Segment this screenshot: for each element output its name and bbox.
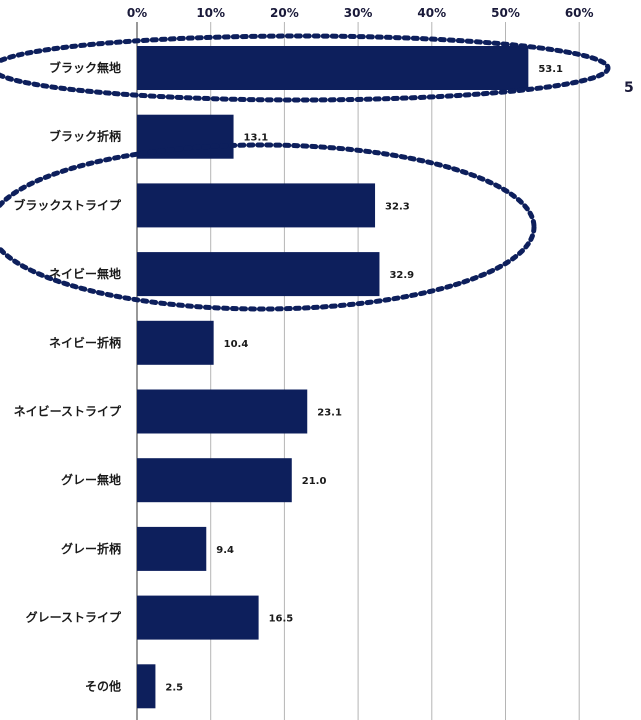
- bar: [137, 46, 529, 90]
- x-tick-label: 50%: [491, 6, 520, 20]
- x-tick-label: 10%: [196, 6, 225, 20]
- edge-fragment-text: 5: [624, 80, 634, 96]
- category-label: ブラック無地: [49, 60, 121, 75]
- value-label: 53.1: [538, 64, 563, 75]
- bar: [137, 389, 308, 434]
- category-label: ネイビー折柄: [49, 335, 121, 350]
- category-label: グレー折柄: [61, 541, 121, 556]
- x-tick-label: 40%: [417, 6, 446, 20]
- value-label: 21.0: [302, 476, 327, 487]
- bar: [137, 526, 207, 571]
- category-label: その他: [85, 678, 121, 693]
- bar: [137, 320, 214, 365]
- category-label: ブラックストライプ: [13, 197, 122, 212]
- value-label: 9.4: [216, 545, 234, 556]
- x-tick-label: 20%: [270, 6, 299, 20]
- bar: [137, 458, 292, 503]
- value-labels: 53.1 13.1 32.3 32.9 10.4 23.1 21.0 9.4 16.5 2.5: [165, 64, 563, 693]
- bars: [137, 46, 529, 709]
- bar: [137, 183, 376, 228]
- x-tick-label: 0%: [127, 6, 147, 20]
- value-label: 10.4: [224, 339, 249, 350]
- value-label: 32.3: [385, 201, 410, 212]
- highlight-ellipses: [0, 33, 611, 312]
- x-tick-label: 30%: [344, 6, 373, 20]
- value-label: 2.5: [165, 682, 183, 693]
- highlight-ellipse-2: [0, 142, 537, 312]
- bar: [137, 664, 156, 709]
- x-axis-ticks: 0%10%20%30%40%50%60%7: [127, 6, 594, 20]
- category-label: ブラック折柄: [49, 129, 121, 144]
- value-label: 23.1: [317, 408, 342, 419]
- category-label: ネイビーストライプ: [14, 404, 122, 419]
- category-label: グレー無地: [61, 472, 121, 487]
- value-label: 32.9: [389, 270, 414, 281]
- value-label: 16.5: [269, 614, 294, 625]
- category-label: グレーストライプ: [26, 610, 122, 625]
- value-label: 13.1: [244, 133, 269, 144]
- x-tick-label: 60%: [565, 6, 594, 20]
- category-labels: ブラック無地ブラック折柄ブラックストライプネイビー無地ネイビー折柄ネイビーストラ…: [13, 60, 122, 693]
- bar: [137, 595, 259, 640]
- bar: [137, 252, 380, 297]
- highlight-ellipse-1: [0, 33, 611, 103]
- category-label: ネイビー無地: [49, 266, 121, 281]
